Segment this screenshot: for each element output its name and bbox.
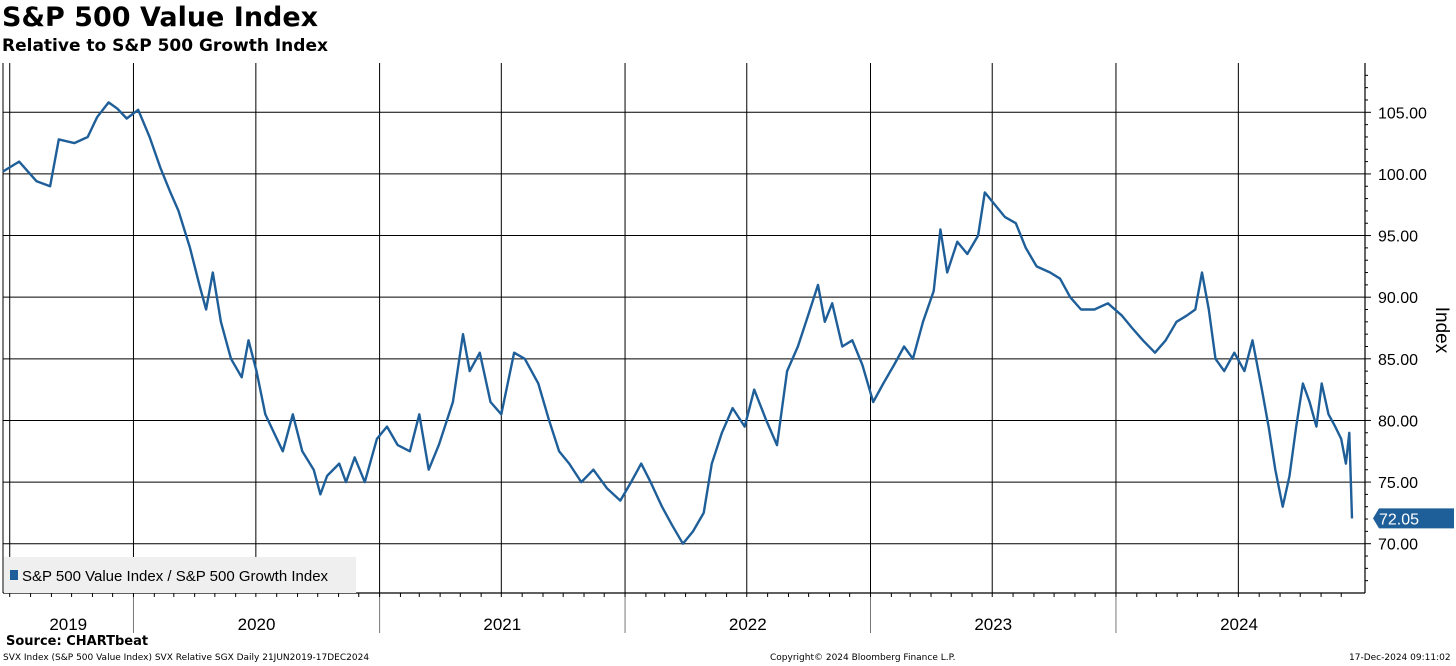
y-tick-label: 105.00 bbox=[1378, 105, 1427, 122]
y-tick-label: 80.00 bbox=[1378, 413, 1418, 430]
y-tick-label: 95.00 bbox=[1378, 229, 1418, 246]
footer-copyright: Copyright© 2024 Bloomberg Finance L.P. bbox=[770, 653, 956, 663]
chart-subtitle: Relative to S&P 500 Growth Index bbox=[2, 36, 328, 56]
last-value-flag: 72.05 bbox=[1373, 508, 1454, 529]
series-group bbox=[2, 101, 1354, 545]
y-tick-label: 90.00 bbox=[1378, 290, 1418, 307]
axes bbox=[2, 63, 1371, 633]
series-line bbox=[2, 101, 1354, 545]
x-year-label: 2023 bbox=[974, 615, 1012, 634]
legend-label: S&P 500 Value Index / S&P 500 Growth Ind… bbox=[22, 568, 329, 585]
y-tick-labels: 70.00 75.00 80.00 85.00 90.00 95.00 100.00 105.… bbox=[1378, 105, 1427, 553]
x-year-label: 2020 bbox=[238, 615, 276, 634]
last-value-badge bbox=[1373, 508, 1454, 529]
legend-box bbox=[4, 557, 356, 593]
legend-swatch bbox=[10, 570, 18, 580]
x-year-label: 2019 bbox=[49, 615, 87, 634]
legend: S&P 500 Value Index / S&P 500 Growth Ind… bbox=[4, 557, 356, 593]
x-year-label: 2024 bbox=[1220, 615, 1258, 634]
source-note: Source: CHARTbeat bbox=[6, 634, 149, 649]
footer-ticker-info: SVX Index (S&P 500 Value Index) SVX Rela… bbox=[3, 653, 370, 663]
y-axis-label: Index bbox=[1431, 307, 1452, 354]
x-year-labels: 2019 2020 2021 2022 2023 2024 bbox=[49, 615, 1258, 634]
gridlines bbox=[3, 63, 1365, 593]
y-tick-label: 100.00 bbox=[1378, 167, 1427, 184]
footer-timestamp: 17-Dec-2024 09:11:02 bbox=[1349, 653, 1451, 663]
y-tick-label: 70.00 bbox=[1378, 537, 1418, 554]
x-year-label: 2022 bbox=[729, 615, 767, 634]
last-value-text: 72.05 bbox=[1379, 511, 1419, 528]
y-tick-label: 75.00 bbox=[1378, 475, 1418, 492]
chart-title: S&P 500 Value Index bbox=[2, 2, 319, 33]
x-year-label: 2021 bbox=[483, 615, 521, 634]
y-tick-label: 85.00 bbox=[1378, 352, 1418, 369]
